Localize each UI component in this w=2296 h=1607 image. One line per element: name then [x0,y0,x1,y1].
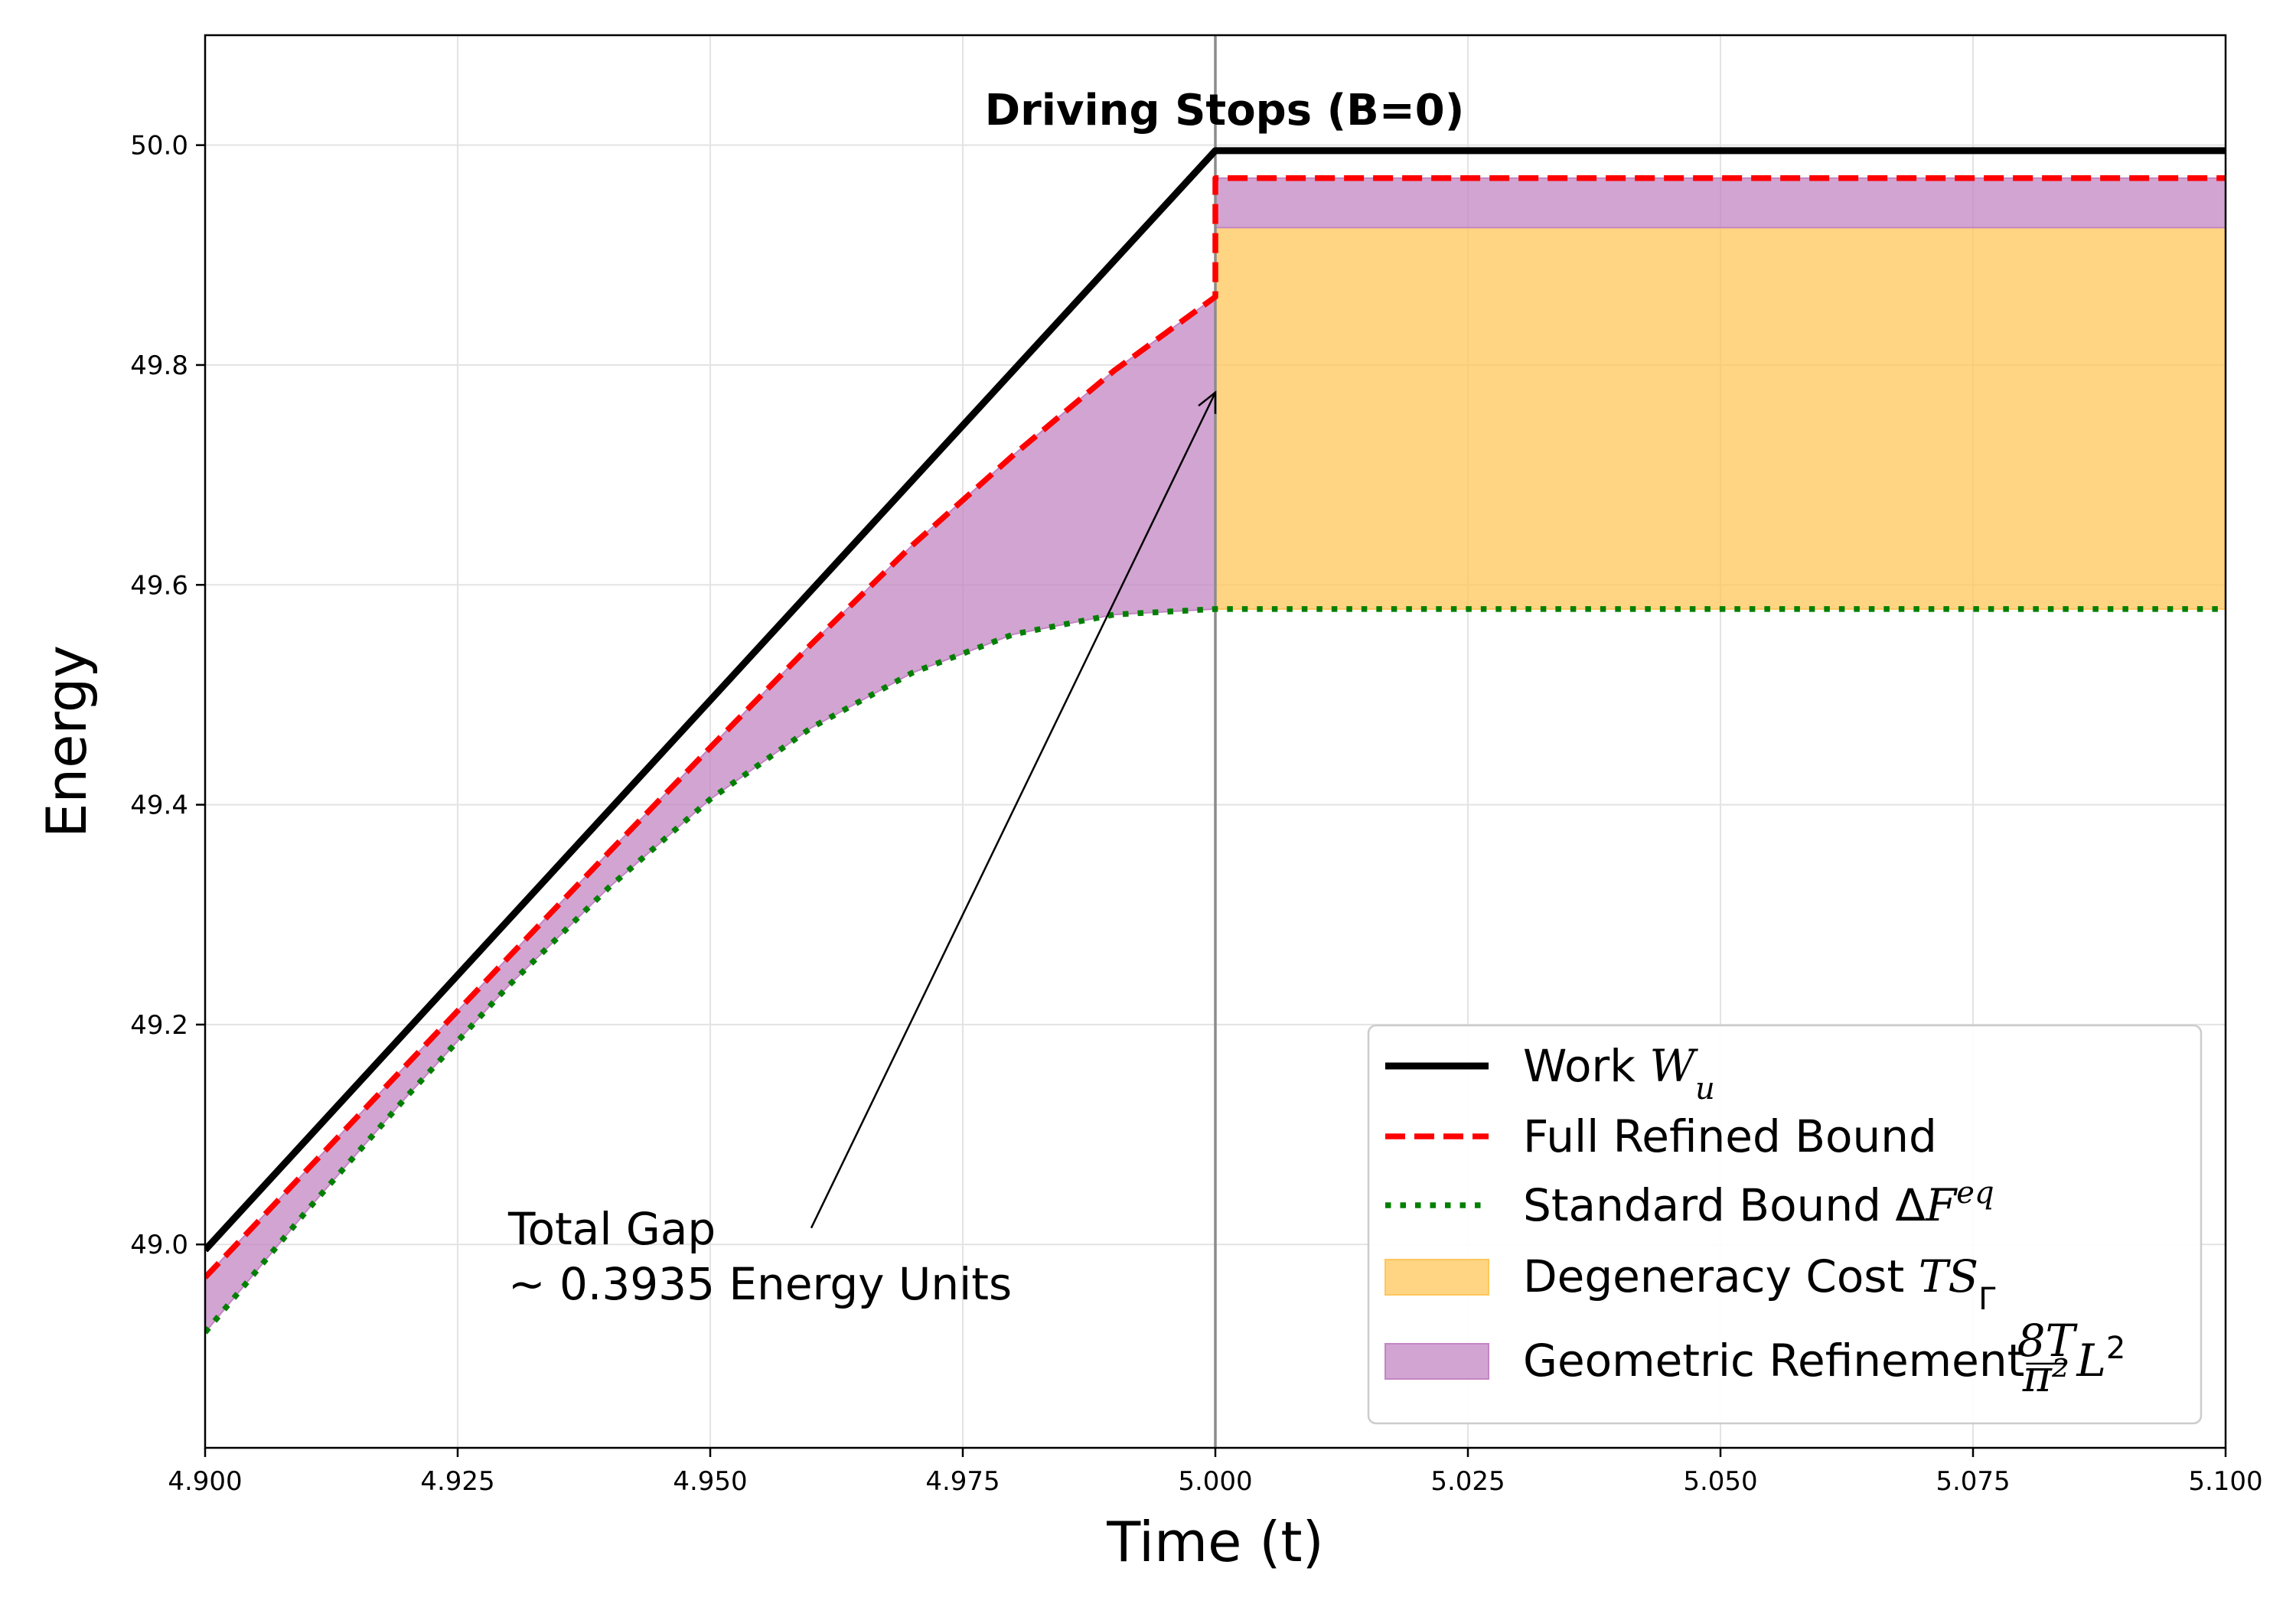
x-tick-label: 5.075 [1936,1466,2010,1497]
chart-title: Driving Stops (B=0) [985,86,1465,135]
annotation-text-line1: Total Gap [507,1203,716,1255]
y-tick-label: 49.4 [130,790,188,821]
x-tick-label: 5.000 [1178,1466,1252,1497]
y-tick-label: 49.2 [130,1010,188,1041]
x-axis-label: Time (t) [1106,1510,1324,1574]
x-tick-label: 4.950 [673,1466,747,1497]
legend-label: Degeneracy Cost TSΓ [1523,1250,1996,1317]
y-tick-label: 50.0 [130,131,188,161]
annotation-text-line2: ~ 0.3935 Energy Units [508,1258,1012,1310]
series-dotted [205,606,2226,1335]
annotation-arrow-line [810,392,1217,1229]
legend-frac-denominator: π² [2022,1350,2069,1402]
legend-box [1367,1024,2203,1425]
series-dashed [205,175,2226,1279]
fill-degeneracy-cost [1215,227,2226,610]
legend-label: Standard Bound ΔFeq [1523,1175,1994,1231]
legend-label: Geometric Refinement [1523,1335,2024,1387]
legend-handle-patch [1384,1259,1489,1296]
legend-label: Work Wu [1523,1040,1715,1107]
fill-geometric-refinement [1215,177,2226,229]
annotations: Total Gap~ 0.3935 Energy Units [507,390,1217,1310]
x-tick-label: 5.100 [2188,1466,2262,1497]
y-tick-label: 49.8 [130,350,188,381]
y-axis-label: Energy [34,645,99,838]
axes: 4.900 4.925 4.950 4.975 5.000 5.025 5.050 5.075… [130,131,2262,1497]
x-tick-label: 4.900 [168,1466,242,1497]
y-tick-label: 49.6 [130,570,188,601]
annotation-arrowhead [1198,390,1217,414]
x-tick-label: 5.050 [1683,1466,1757,1497]
legend-label: Full Refined Bound [1523,1110,1937,1162]
series-solid [205,147,2226,1253]
fill-regions [205,177,2226,1334]
y-tick-label: 49.0 [130,1230,188,1260]
x-tick-label: 4.975 [925,1466,1000,1497]
legend-label-math: L2 [2076,1331,2125,1387]
x-tick-label: 5.025 [1430,1466,1505,1497]
series-lines [205,147,2226,1335]
legend-frac-numerator: 8T [2017,1315,2079,1367]
x-tick-label: 4.925 [420,1466,494,1497]
legend-handle-patch [1384,1343,1489,1380]
